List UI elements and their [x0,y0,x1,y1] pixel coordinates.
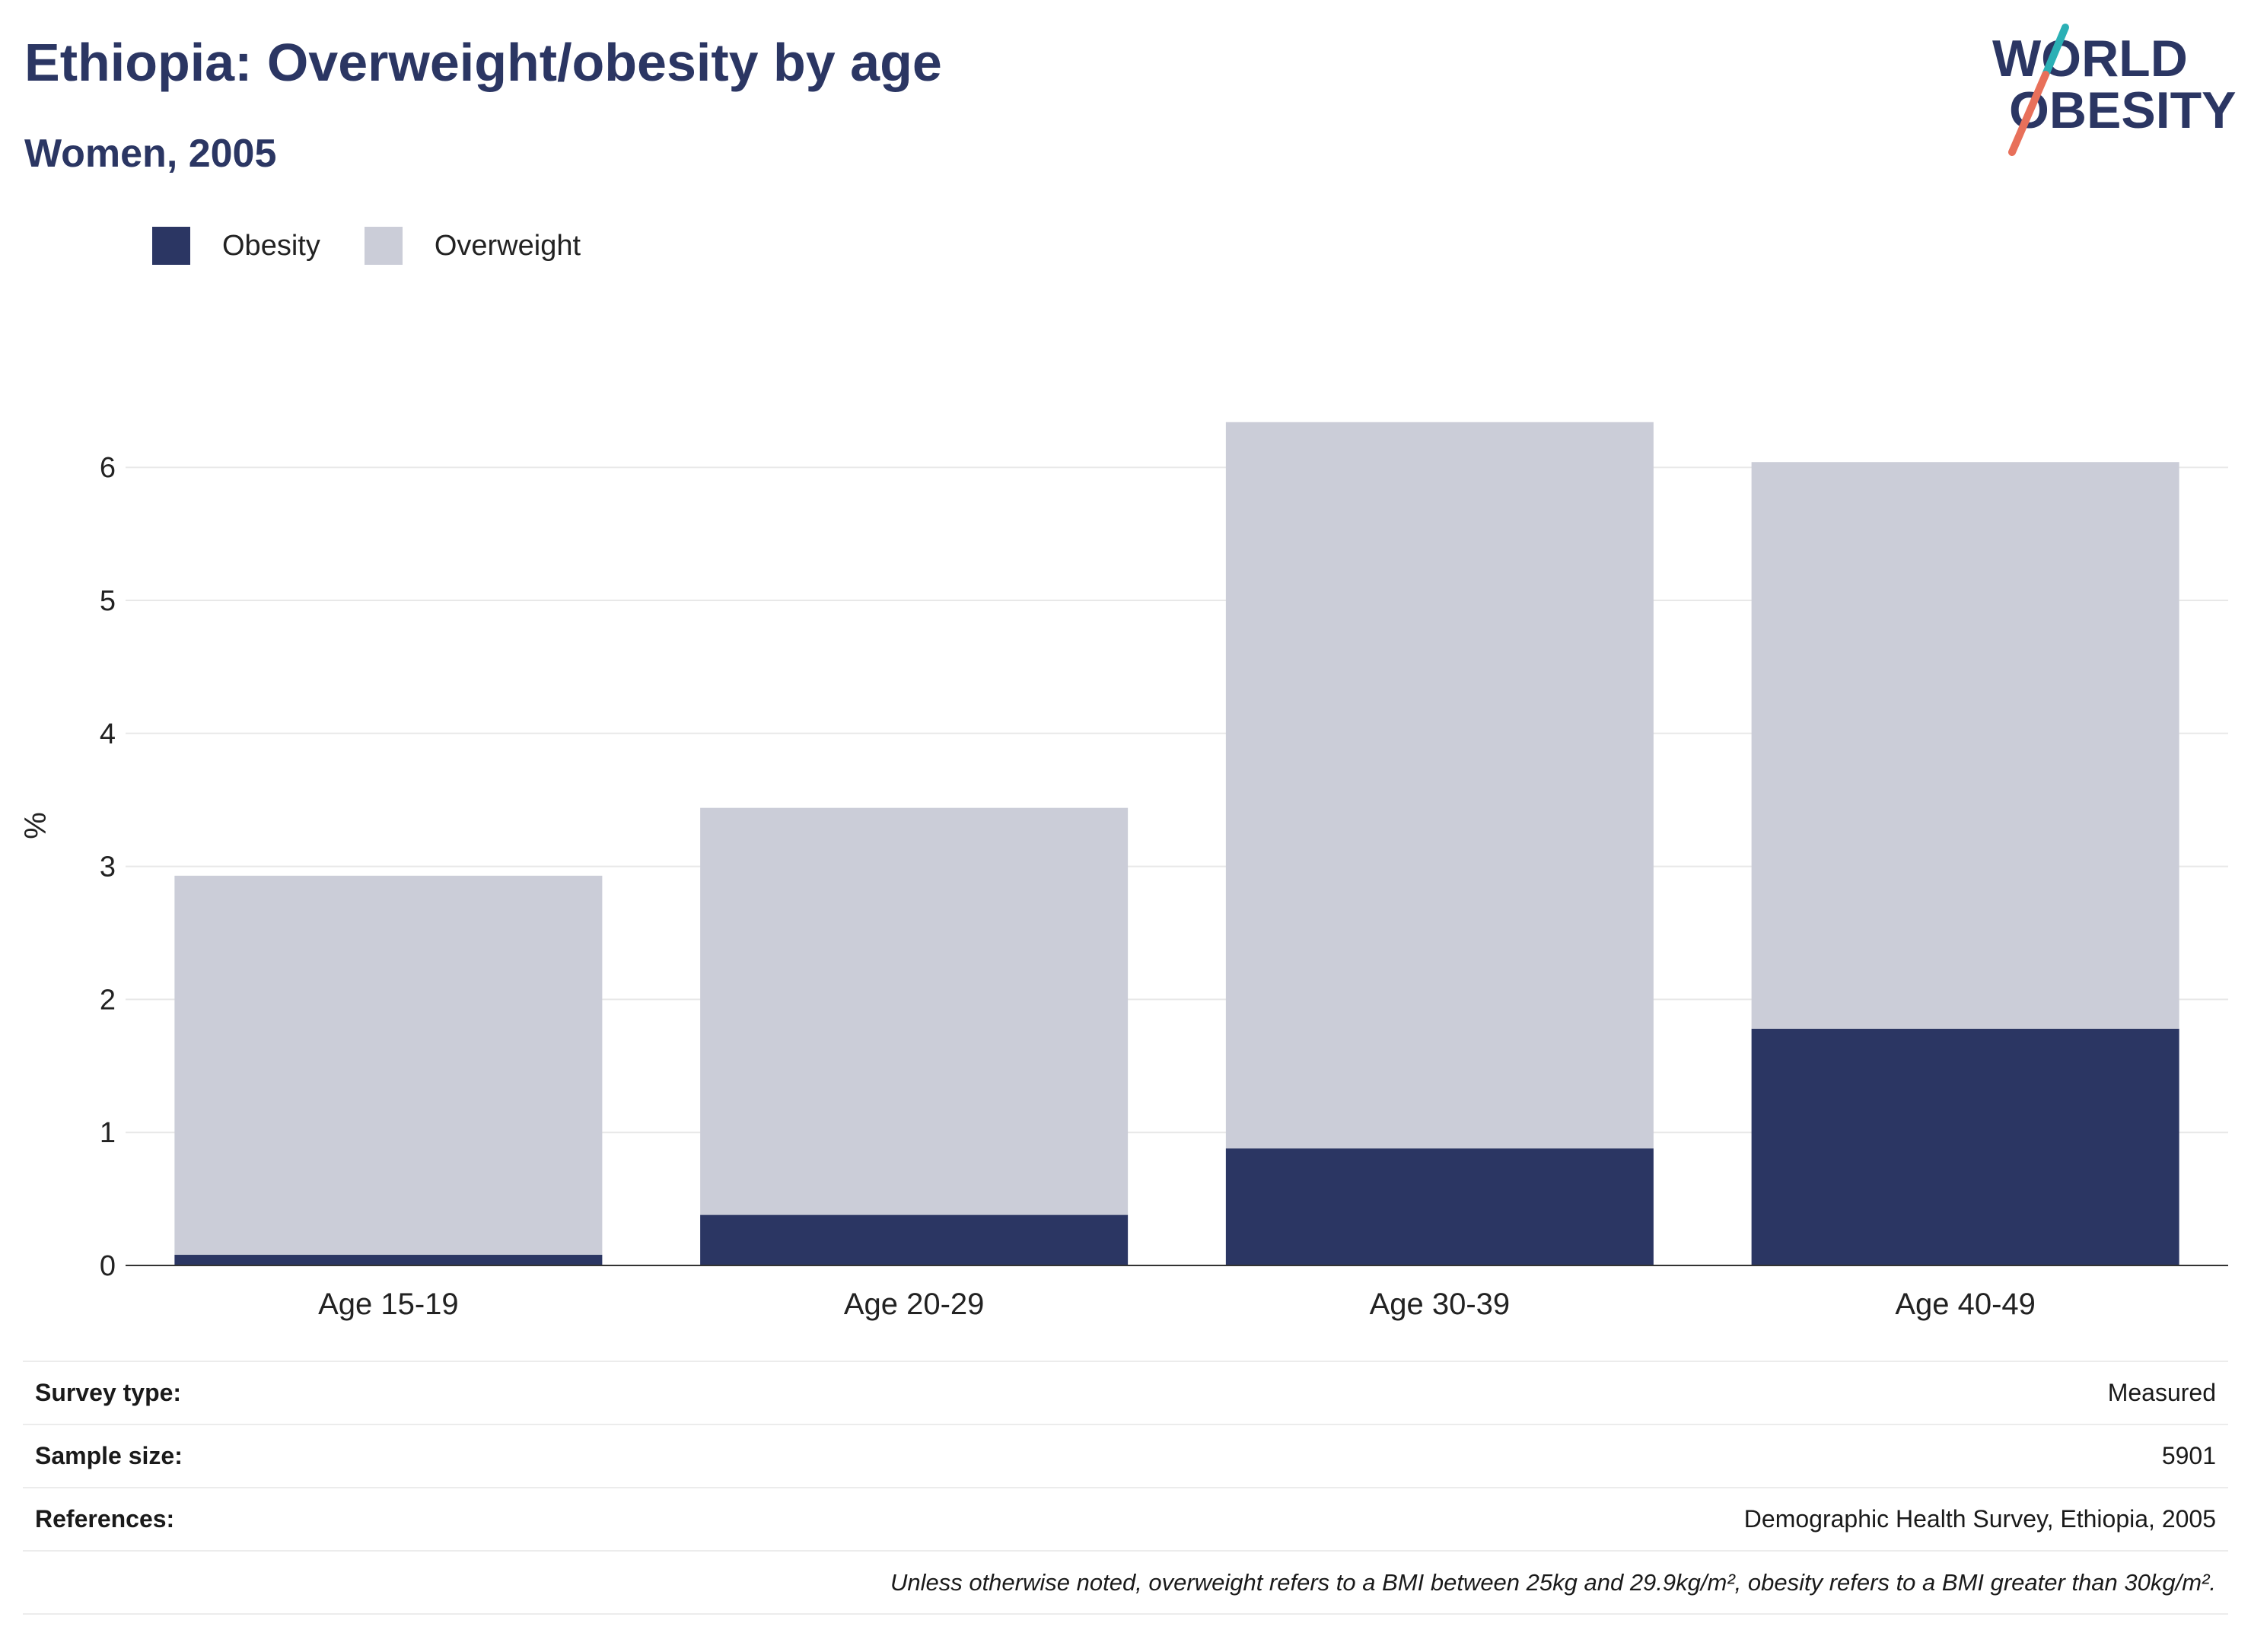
legend-item-obesity[interactable]: Obesity [152,227,320,265]
y-tick-label: 2 [100,984,116,1016]
bmi-definition-note: Unless otherwise noted, overweight refer… [23,1550,2228,1615]
info-value-survey-type: Measured [590,1361,2228,1424]
chart-title: Ethiopia: Overweight/obesity by age [24,33,942,92]
bar-overweight-3 [1225,422,1654,1149]
legend-item-overweight[interactable]: Overweight [364,227,581,265]
x-tick-label: Age 15-19 [318,1288,459,1321]
info-key-references: References: [23,1487,591,1551]
bar-obesity-4 [1751,1028,2179,1265]
legend-label-obesity: Obesity [222,229,320,262]
info-value-references: Demographic Health Survey, Ethiopia, 200… [590,1487,2228,1551]
bar-obesity-3 [1225,1148,1654,1265]
legend-swatch-overweight [364,227,403,265]
info-row-references: References: Demographic Health Survey, E… [23,1487,2228,1551]
chart-subtitle: Women, 2005 [24,132,277,176]
stacked-bar-chart: 0 1 2 3 4 5 6% Age 15-19 Age 20-29 Age 30-39 Age 4… [19,422,2228,1321]
bar-obesity-1 [174,1255,603,1265]
y-axis-label: % [19,812,53,839]
survey-info-table: Survey type: Measured Sample size: 5901 … [23,1361,2228,1615]
legend-swatch-obesity [152,227,190,265]
bar-overweight-2 [700,807,1129,1215]
x-tick-label: Age 30-39 [1370,1288,1511,1321]
world-obesity-logo: WORLD OBESITY [1992,24,2237,156]
bar-overweight-4 [1751,462,2179,1029]
legend-label-overweight: Overweight [434,229,581,262]
info-key-survey-type: Survey type: [23,1361,591,1424]
y-tick-label: 6 [100,452,116,484]
logo-word-obesity: OBESITY [2009,81,2237,139]
info-row-survey-type: Survey type: Measured [23,1361,2228,1424]
logo-slash-bottom [2008,71,2049,156]
logo-word-world: WORLD [1992,30,2188,88]
bar-overweight-1 [174,875,603,1256]
bar-obesity-2 [700,1214,1129,1265]
info-row-sample-size: Sample size: 5901 [23,1424,2228,1488]
info-row-note: Unless otherwise noted, overweight refer… [23,1550,2228,1615]
y-tick-label: 3 [100,851,116,883]
legend: Obesity Overweight [152,227,625,265]
info-key-sample-size: Sample size: [23,1424,591,1488]
info-value-sample-size: 5901 [590,1424,2228,1488]
x-tick-label: Age 20-29 [844,1288,985,1321]
y-tick-label: 1 [100,1117,116,1149]
y-tick-label: 5 [100,585,116,617]
x-tick-label: Age 40-49 [1895,1288,2036,1321]
y-tick-label: 4 [100,718,116,750]
y-tick-label: 0 [100,1250,116,1282]
logo-slash-top [2042,24,2069,78]
